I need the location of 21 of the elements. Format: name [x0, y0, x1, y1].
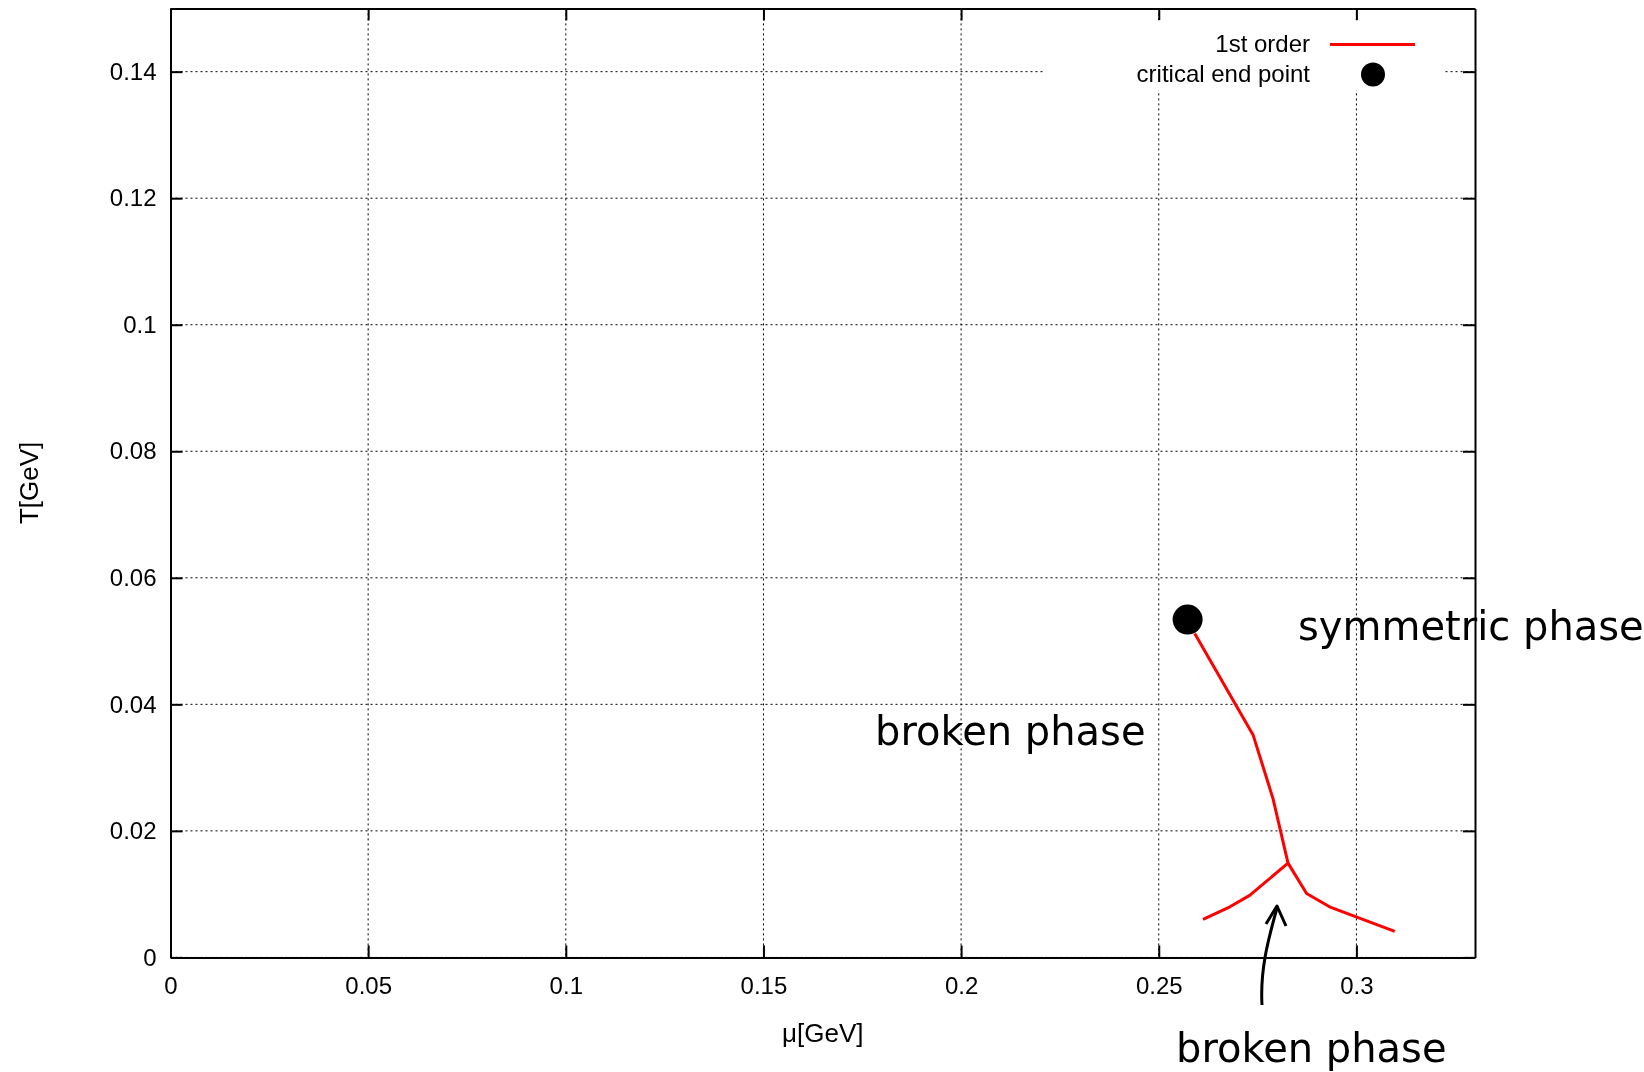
x-tick-label: 0.2: [944, 972, 979, 1000]
text: broken phase: [1176, 1025, 1447, 1071]
y-tick-label: 0.06: [109, 563, 157, 591]
legend-label: 1st order: [1215, 30, 1310, 58]
x-tick-label: 0.15: [740, 972, 788, 1000]
x-tick-label: 0.1: [549, 972, 583, 1000]
x-axis-title: μ[GeV]: [782, 1018, 864, 1048]
x-tick-label: 0.3: [1340, 972, 1374, 1000]
y-tick-label: 0.1: [123, 310, 157, 338]
legend-label: critical end point: [1136, 60, 1311, 88]
y-tick-label: 0.02: [109, 817, 157, 845]
y-tick-label: 0.08: [109, 437, 157, 465]
x-tick-label: 0.05: [345, 972, 393, 1000]
annotation: broken phase: [875, 708, 1146, 754]
y-axis-title: T[GeV]: [14, 441, 44, 525]
x-tick-label: 0: [164, 972, 178, 1000]
y-tick-label: 0.12: [109, 184, 157, 212]
x-tick-label: 0.25: [1135, 972, 1183, 1000]
y-tick-label: 0: [143, 943, 157, 971]
y-tick-label: 0.14: [109, 57, 157, 85]
y-tick-label: 0.04: [109, 690, 157, 718]
